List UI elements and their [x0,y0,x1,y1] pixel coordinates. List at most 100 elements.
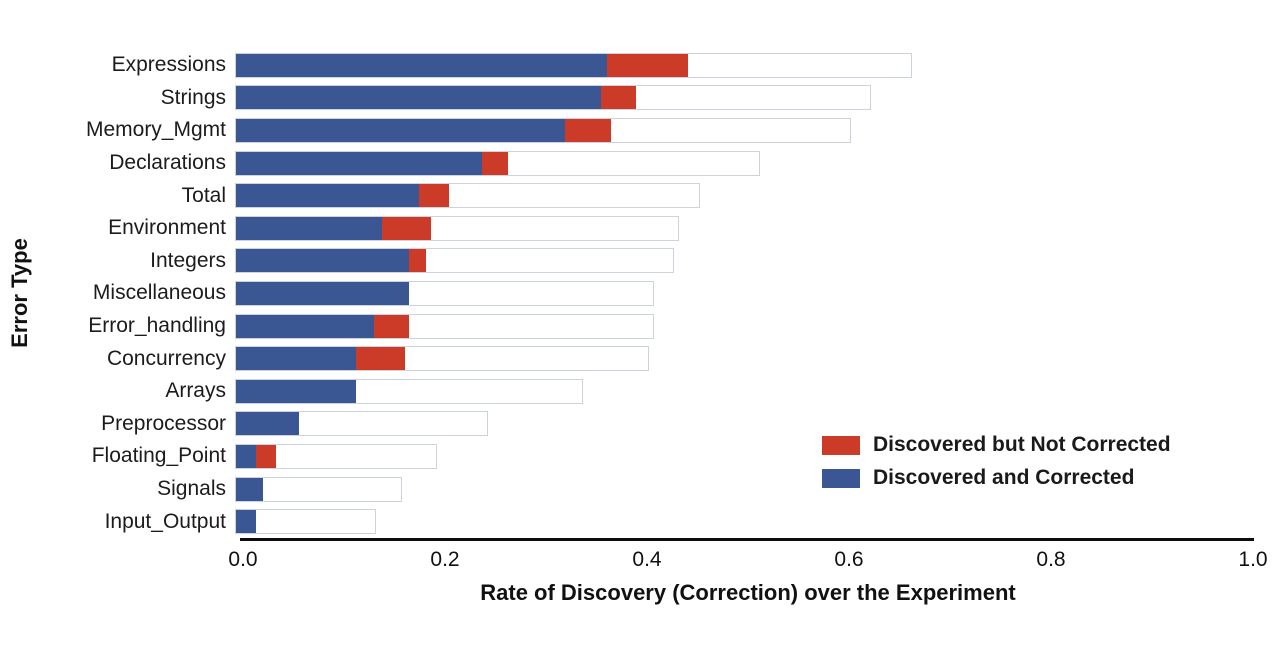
chart-row: Expressions [0,49,1253,82]
legend-swatch [822,468,860,488]
bar [235,215,680,241]
category-label: Concurrency [106,346,226,370]
chart-row: Miscellaneous [0,277,1253,310]
chart-row: Strings [0,82,1253,115]
chart-row: Signals [0,473,1253,506]
category-label: Total [181,183,226,207]
x-tick-label: 1.0 [1238,548,1268,571]
x-tick-label: 0.4 [632,548,662,571]
x-tick-label: 0.0 [228,548,258,571]
bar [235,346,650,372]
x-tick-label: 0.2 [430,548,460,571]
x-tick-label: 0.6 [834,548,864,571]
bar-segment-discovered-and-corrected [236,510,256,534]
chart-row: Declarations [0,147,1253,180]
bar-segment-discovered-but-not-corrected [481,151,509,175]
bar [235,85,872,111]
chart-row: Preprocessor [0,408,1253,441]
chart-row: Input_Output [0,505,1253,538]
bar-segment-discovered-and-corrected [236,477,264,501]
x-tick-label: 0.8 [1036,548,1066,571]
chart-row: Total [0,179,1253,212]
legend-label: Discovered but Not Corrected [873,433,1171,456]
bar [235,280,655,306]
category-label: Memory_Mgmt [85,118,226,142]
bar-track [235,509,1245,535]
bar-segment-discovered-but-not-corrected [381,216,431,240]
bar-segment-discovered-but-not-corrected [355,347,405,371]
x-axis-label: Rate of Discovery (Correction) over the … [480,580,1016,605]
x-axis-ticks: 0.0 0.2 0.4 0.6 0.8 1.0 [228,548,1267,574]
category-label: Floating_Point [91,444,226,468]
bar-track [235,411,1245,437]
bar-segment-discovered-and-corrected [236,347,356,371]
bar [235,443,437,469]
bar-track [235,117,1245,143]
legend-label: Discovered and Corrected [873,466,1135,489]
chart-row: Error_handling [0,310,1253,343]
bar [235,52,912,78]
bar-segment-discovered-but-not-corrected [564,118,611,142]
bar [235,411,488,437]
bar [235,313,655,339]
chart-row: Integers [0,245,1253,278]
legend-entry: Discovered and Corrected [822,466,1171,490]
x-axis-line [240,538,1254,541]
bar-track [235,346,1245,372]
legend-swatch [822,435,860,455]
bar-track [235,150,1245,176]
category-label: Strings [160,85,226,109]
bar-segment-discovered-and-corrected [236,184,419,208]
bar-segment-discovered-and-corrected [236,249,409,273]
legend: Discovered but Not Corrected Discovered a… [822,433,1171,490]
bar-segment-discovered-and-corrected [236,444,256,468]
bar [235,248,675,274]
category-label: Miscellaneous [92,281,226,305]
category-label: Preprocessor [101,411,226,435]
category-label: Signals [157,477,226,501]
category-label: Declarations [109,151,226,175]
bar-track [235,52,1245,78]
bar-segment-discovered-and-corrected [236,86,601,110]
category-label: Environment [108,216,226,240]
bar-track [235,215,1245,241]
bar-segment-discovered-and-corrected [236,412,299,436]
bar-track [235,248,1245,274]
plot-area: Expressions Strings Memory_Mgmt Declaration… [0,49,1253,538]
bar-segment-discovered-and-corrected [236,379,356,403]
chart-row: Environment [0,212,1253,245]
category-label: Arrays [165,379,226,403]
bar-track [235,443,1245,469]
bar-track [235,280,1245,306]
category-label: Expressions [111,53,226,77]
bar-track [235,378,1245,404]
category-label: Error_handling [88,314,226,338]
bar [235,476,402,502]
bar-segment-discovered-and-corrected [236,118,565,142]
bar [235,509,377,535]
bar [235,183,700,209]
bar-segment-discovered-but-not-corrected [607,53,689,77]
chart-row: Concurrency [0,342,1253,375]
bar-track [235,183,1245,209]
chart-row: Memory_Mgmt [0,114,1253,147]
bar-segment-discovered-and-corrected [236,53,608,77]
bar-segment-discovered-and-corrected [236,314,374,338]
chart-row: Floating_Point [0,440,1253,473]
chart-row: Arrays [0,375,1253,408]
bar [235,117,852,143]
bar-segment-discovered-but-not-corrected [373,314,410,338]
bar [235,150,761,176]
bar-track [235,313,1245,339]
bar-segment-discovered-but-not-corrected [418,184,449,208]
category-label: Integers [150,248,226,272]
bar-track [235,476,1245,502]
bar-segment-discovered-but-not-corrected [256,444,276,468]
legend-entry: Discovered but Not Corrected [822,433,1171,457]
bar-segment-discovered-but-not-corrected [408,249,427,273]
bar-segment-discovered-and-corrected [236,216,382,240]
bar [235,378,584,404]
bar-segment-discovered-and-corrected [236,151,482,175]
bar-segment-discovered-but-not-corrected [600,86,636,110]
